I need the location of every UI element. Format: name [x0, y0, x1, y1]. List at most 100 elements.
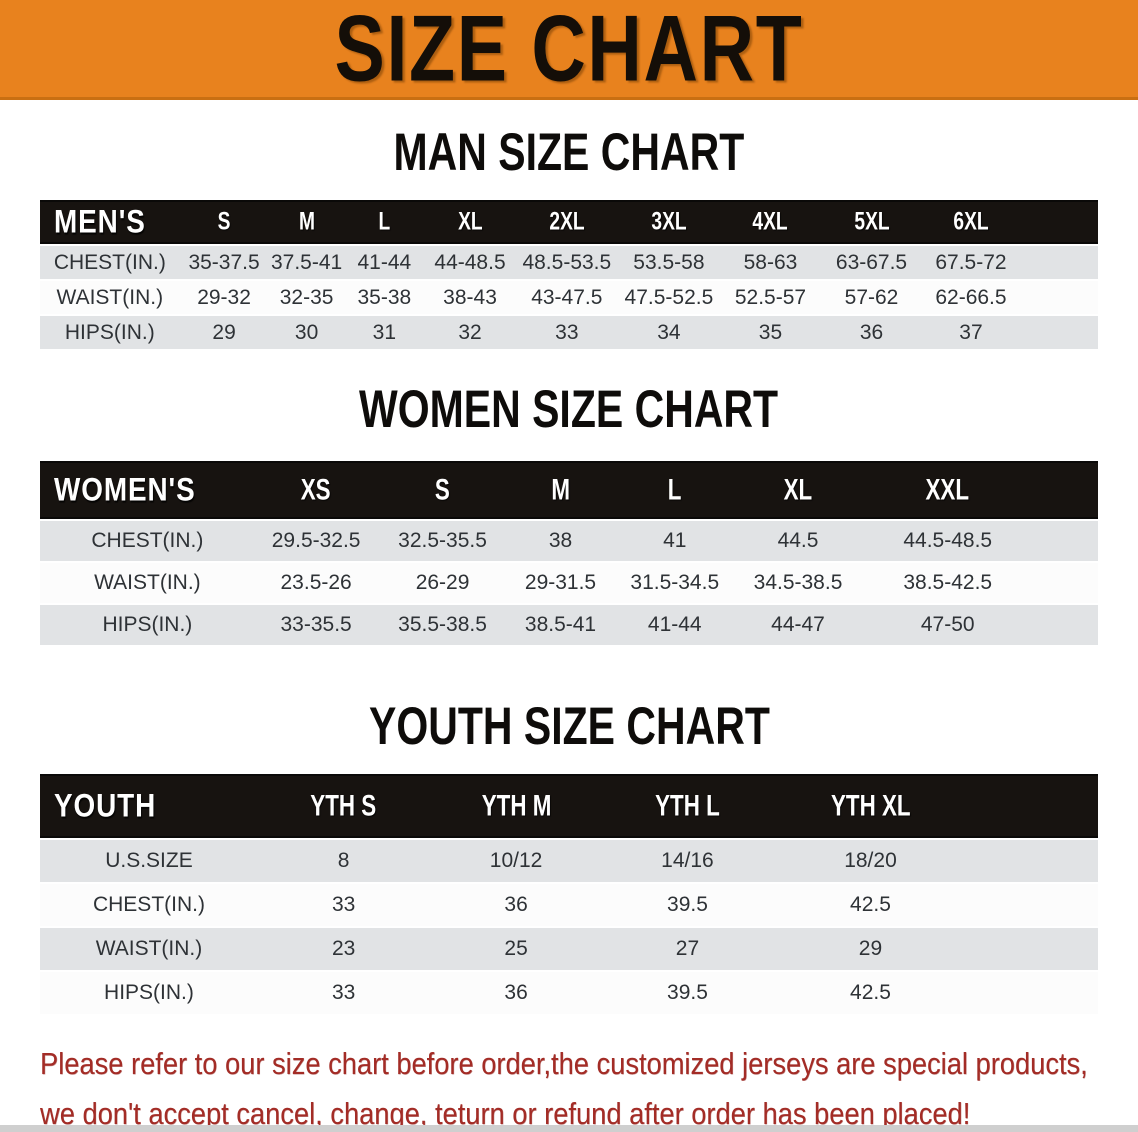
cell-value: 63-67.5 [820, 246, 923, 279]
spacer-cell [968, 928, 1098, 970]
column-header: YTH M [429, 774, 603, 838]
cell-value: 31 [344, 316, 425, 349]
cell-value: 34.5-38.5 [736, 563, 860, 603]
cell-value: 29 [772, 928, 969, 970]
table-group-label: MEN'S [40, 200, 180, 244]
spacer-cell [1035, 461, 1098, 519]
spacer-cell [1035, 605, 1098, 645]
table-row: CHEST(IN.) 29.5-32.5 32.5-35.5 38 41 44.5 44.5… [40, 521, 1098, 561]
row-label: CHEST(IN.) [40, 521, 255, 561]
table-header-row: MEN'S S M L XL 2XL 3XL 4XL 5XL 6XL [40, 200, 1098, 244]
table-row: WAIST(IN.) 29-32 32-35 35-38 38-43 43-47.5 47.… [40, 281, 1098, 314]
cell-value: 30 [268, 316, 345, 349]
disclaimer-line-1: Please refer to our size chart before or… [40, 1046, 1088, 1081]
cell-value: 39.5 [602, 972, 773, 1014]
row-label: CHEST(IN.) [40, 246, 180, 279]
cell-value: 25 [429, 928, 603, 970]
column-header: 6XL [922, 200, 1020, 244]
row-label: WAIST(IN.) [40, 563, 255, 603]
youth-size-table: YOUTH YTH S YTH M YTH L YTH XL U.S.SIZE 8 10/12… [40, 772, 1098, 1016]
cell-value: 36 [820, 316, 923, 349]
cell-value: 44-48.5 [424, 246, 517, 279]
column-header: XL [424, 200, 517, 244]
cell-value: 33 [257, 972, 430, 1014]
cell-value: 29-31.5 [507, 563, 614, 603]
column-header: 5XL [820, 200, 923, 244]
column-header: YTH L [602, 774, 773, 838]
cell-value: 38-43 [424, 281, 517, 314]
cell-value: 41-44 [344, 246, 425, 279]
column-header: YTH S [257, 774, 430, 838]
spacer-cell [1019, 200, 1098, 244]
table-header-row: WOMEN'S XS S M L XL XXL [40, 461, 1098, 519]
row-label: U.S.SIZE [40, 840, 258, 882]
cell-value: 41-44 [613, 605, 737, 645]
table-group-label: WOMEN'S [40, 461, 255, 519]
column-header: S [377, 461, 508, 519]
row-label: WAIST(IN.) [40, 281, 180, 314]
cell-value: 44.5 [736, 521, 860, 561]
banner: SIZE CHART [0, 0, 1138, 100]
column-header: YTH XL [772, 774, 969, 838]
cell-value: 26-29 [377, 563, 508, 603]
row-label: HIPS(IN.) [40, 316, 180, 349]
cell-value: 33-35.5 [254, 605, 378, 645]
spacer-cell [1035, 563, 1098, 603]
cell-value: 44.5-48.5 [859, 521, 1036, 561]
cell-value: 36 [429, 972, 603, 1014]
spacer-cell [968, 840, 1098, 882]
column-header: L [613, 461, 737, 519]
spacer-cell [1019, 316, 1098, 349]
cell-value: 37.5-41 [268, 246, 345, 279]
cell-value: 27 [602, 928, 773, 970]
column-header: M [268, 200, 345, 244]
cell-value: 41 [613, 521, 737, 561]
cell-value: 67.5-72 [922, 246, 1020, 279]
row-label: HIPS(IN.) [40, 972, 258, 1014]
cell-value: 57-62 [820, 281, 923, 314]
cell-value: 48.5-53.5 [516, 246, 618, 279]
cell-value: 52.5-57 [720, 281, 821, 314]
spacer-cell [1019, 246, 1098, 279]
column-header: XL [736, 461, 860, 519]
table-row: CHEST(IN.) 35-37.5 37.5-41 41-44 44-48.5 48.5… [40, 246, 1098, 279]
cell-value: 29.5-32.5 [254, 521, 378, 561]
table-row: HIPS(IN.) 33-35.5 35.5-38.5 38.5-41 41-44 44-… [40, 605, 1098, 645]
table-header-row: YOUTH YTH S YTH M YTH L YTH XL [40, 774, 1098, 838]
cell-value: 35.5-38.5 [377, 605, 508, 645]
section-title-women: WOMEN SIZE CHART [359, 379, 779, 439]
cell-value: 47-50 [859, 605, 1036, 645]
cell-value: 36 [429, 884, 603, 926]
cell-value: 53.5-58 [617, 246, 721, 279]
table-row: CHEST(IN.) 33 36 39.5 42.5 [40, 884, 1098, 926]
cell-value: 10/12 [429, 840, 603, 882]
cell-value: 42.5 [772, 884, 969, 926]
page-title: SIZE CHART [334, 0, 804, 101]
table-row: HIPS(IN.) 29 30 31 32 33 34 35 36 37 [40, 316, 1098, 349]
column-header: 4XL [720, 200, 821, 244]
column-header: 2XL [516, 200, 618, 244]
cell-value: 32 [424, 316, 517, 349]
cell-value: 14/16 [602, 840, 773, 882]
cell-value: 37 [922, 316, 1020, 349]
cell-value: 38.5-42.5 [859, 563, 1036, 603]
cell-value: 35-38 [344, 281, 425, 314]
column-header: L [344, 200, 425, 244]
cell-value: 44-47 [736, 605, 860, 645]
cell-value: 62-66.5 [922, 281, 1020, 314]
cell-value: 38 [507, 521, 614, 561]
section-title-youth: YOUTH SIZE CHART [368, 696, 770, 756]
cell-value: 33 [516, 316, 618, 349]
cell-value: 23.5-26 [254, 563, 378, 603]
cell-value: 32-35 [268, 281, 345, 314]
cell-value: 38.5-41 [507, 605, 614, 645]
column-header: XXL [859, 461, 1036, 519]
row-label: WAIST(IN.) [40, 928, 258, 970]
column-header: 3XL [617, 200, 721, 244]
man-size-table: MEN'S S M L XL 2XL 3XL 4XL 5XL 6XL CHEST(IN.) 35-37… [40, 198, 1098, 351]
cell-value: 35-37.5 [179, 246, 269, 279]
spacer-cell [968, 884, 1098, 926]
cell-value: 58-63 [720, 246, 821, 279]
column-header: XS [254, 461, 378, 519]
